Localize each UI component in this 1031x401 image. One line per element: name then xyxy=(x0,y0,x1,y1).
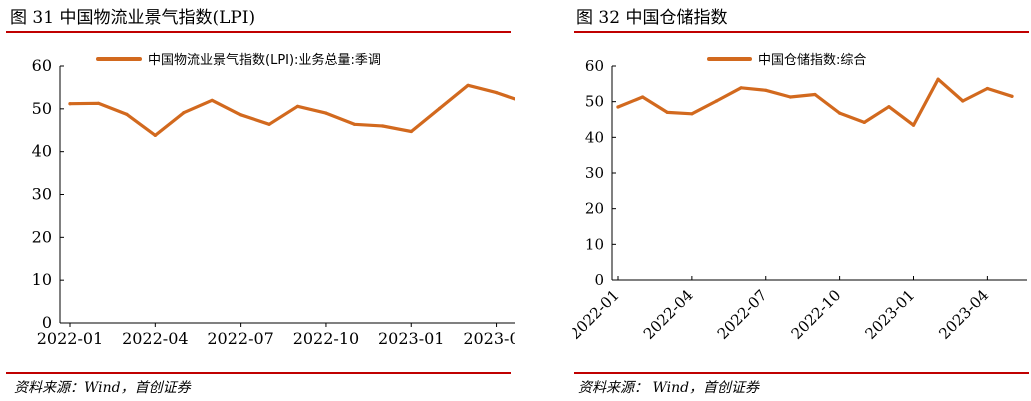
y-tick-label: 60 xyxy=(32,56,52,75)
data-point xyxy=(210,98,214,102)
x-tick-label: 2023-01 xyxy=(378,329,444,348)
y-tick-label: 50 xyxy=(585,93,604,111)
data-point xyxy=(764,88,768,92)
warehouse-index-line-chart: 0 10 20 30 40 50 60 2022-01 2022-04 2022-07 2022-1… xyxy=(572,53,1027,343)
x-tick-label: 2022-04 xyxy=(122,329,188,348)
data-point xyxy=(381,124,385,128)
y-tick-label: 20 xyxy=(585,200,604,218)
source-note: 资料来源： Wind，首创证券 xyxy=(578,380,760,396)
legend-label: 中国物流业景气指数(LPI):业务总量:季调 xyxy=(148,52,381,68)
x-tick-label: 2022-01 xyxy=(37,329,103,348)
data-point xyxy=(466,83,470,87)
x-tick-label: 2022-04 xyxy=(640,286,697,343)
figure-title: 图 32 中国仓储指数 xyxy=(576,8,728,28)
y-tick-label: 10 xyxy=(585,235,604,253)
data-point xyxy=(438,106,442,110)
data-point xyxy=(239,113,243,117)
data-point xyxy=(352,122,356,126)
data-point xyxy=(125,112,129,116)
top-rule xyxy=(574,31,1029,33)
data-point xyxy=(267,122,271,126)
y-tick-label: 0 xyxy=(594,271,604,289)
data-point xyxy=(153,133,157,137)
y-tick-label: 30 xyxy=(32,185,52,204)
data-point xyxy=(616,105,620,109)
data-point xyxy=(409,129,413,134)
data-point xyxy=(68,102,72,106)
data-point xyxy=(961,99,965,103)
data-point xyxy=(324,111,328,115)
data-point xyxy=(96,101,100,105)
x-tick-label: 2022-01 xyxy=(572,286,623,343)
data-point xyxy=(1010,94,1014,98)
y-tick-label: 0 xyxy=(42,313,52,332)
data-point xyxy=(665,110,669,114)
y-tick-label: 20 xyxy=(32,227,52,246)
x-tick-label: 2023-01 xyxy=(862,286,919,343)
bottom-rule xyxy=(6,372,511,374)
figure-32-panel: 图 32 中国仓储指数 0 10 20 30 40 50 60 2022-01 2022-04 2… xyxy=(572,0,1031,401)
x-tick-label: 2022-10 xyxy=(293,329,359,348)
y-tick-label: 10 xyxy=(32,270,52,289)
data-point xyxy=(295,104,300,108)
data-point xyxy=(182,111,186,115)
data-point xyxy=(936,77,940,81)
x-tick-label: 2022-07 xyxy=(207,329,273,348)
data-point xyxy=(714,99,719,103)
figure-title: 图 31 中国物流业景气指数(LPI) xyxy=(10,8,256,28)
top-rule xyxy=(6,31,511,33)
x-tick-label: 2023-04 xyxy=(463,329,515,348)
data-point xyxy=(690,112,694,116)
series-line xyxy=(616,77,1014,127)
data-point xyxy=(641,95,645,99)
data-point xyxy=(788,95,792,99)
data-point xyxy=(838,111,842,115)
x-tick-label: 2023-04 xyxy=(935,286,992,343)
data-point xyxy=(911,123,916,127)
data-point xyxy=(862,120,866,124)
bottom-rule xyxy=(574,372,1029,374)
data-point xyxy=(495,91,499,95)
data-point xyxy=(887,105,891,109)
x-tick-label: 2022-07 xyxy=(714,286,771,343)
x-tick-label: 2022-10 xyxy=(788,286,845,343)
source-note: 资料来源：Wind，首创证券 xyxy=(14,380,191,396)
y-tick-label: 50 xyxy=(32,99,52,118)
y-tick-label: 40 xyxy=(32,142,52,161)
data-point xyxy=(985,86,989,91)
series-line xyxy=(68,83,515,137)
lpi-line-chart: 0 10 20 30 40 50 60 2022-01 2022-04 2022-07 2022-1… xyxy=(32,52,515,348)
y-tick-label: 30 xyxy=(585,164,604,182)
figure-31-panel: 图 31 中国物流业景气指数(LPI) 0 10 20 30 40 50 60 2022-01… xyxy=(0,0,515,401)
y-tick-label: 40 xyxy=(585,128,604,146)
y-tick-label: 60 xyxy=(585,57,604,75)
data-point xyxy=(813,92,817,97)
data-point xyxy=(739,86,743,90)
legend-label: 中国仓储指数:综合 xyxy=(758,53,866,68)
